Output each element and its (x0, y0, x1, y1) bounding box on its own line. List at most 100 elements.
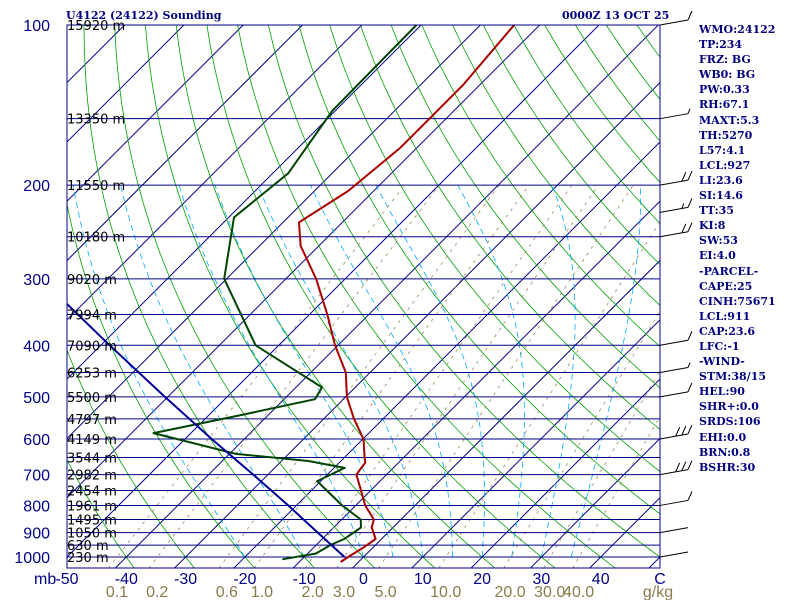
pressure-label: 1000 (14, 550, 50, 567)
wind-barb-feather (687, 491, 693, 501)
height-label: 7994 m (67, 308, 117, 323)
isotherm-line (67, 25, 244, 202)
wind-barb-feather (687, 170, 693, 181)
stability-index-item: LFC:-1 (699, 339, 740, 353)
mixing-ratio-label: 0.6 (216, 584, 238, 600)
temperature-profile-line (298, 25, 515, 563)
stability-index-item: KI:8 (699, 219, 726, 233)
wind-barb-staff (659, 206, 689, 213)
isotherm-line (67, 25, 422, 380)
wind-barb-staff (659, 469, 689, 476)
pressure-label: 600 (23, 432, 50, 449)
pressure-label: 500 (23, 390, 50, 407)
wind-barb-feather (681, 425, 687, 436)
isotherm-line (173, 81, 660, 568)
wind-barb-staff (659, 433, 689, 440)
wind-barb-staff (659, 551, 689, 558)
wind-barb-feather (687, 382, 693, 393)
height-label: 5500 m (67, 391, 117, 406)
wind-barb-staff (659, 113, 689, 120)
stability-index-item: RH:67.1 (699, 98, 750, 112)
mixing-ratio-line (503, 310, 660, 568)
wind-barb-staff (659, 367, 689, 374)
mixing-ratio-label: 5.0 (374, 584, 396, 600)
profile-lines (67, 25, 515, 563)
height-label: 10180 m (67, 231, 125, 246)
wind-barb-feather (687, 10, 693, 21)
stability-index-item: SI:14.6 (699, 189, 743, 203)
stability-index-item: SRDS:106 (699, 415, 761, 429)
wind-barb-feather (687, 460, 693, 470)
temperature-unit-label: C (654, 571, 666, 588)
stability-index-item: WB0: BG (699, 68, 756, 82)
pressure-label: 800 (23, 498, 50, 515)
height-label: 230 m (67, 551, 109, 566)
stability-index-item: TH:5270 (699, 128, 753, 142)
mixing-ratio-line (304, 184, 573, 568)
stability-index-item: TT:35 (699, 204, 734, 218)
isotherm-line (470, 378, 660, 568)
stability-index-item: CAP:23.6 (699, 324, 756, 338)
wind-barb-feather (681, 223, 687, 234)
wind-barb-staff (659, 499, 689, 506)
height-label: 1050 m (67, 527, 117, 542)
pressure-label: 100 (23, 18, 50, 35)
wind-barb-half-feather (681, 203, 685, 209)
height-label: 15920 m (67, 19, 125, 34)
moist-adiabat-line (120, 185, 305, 558)
stability-index-item: STM:38/15 (699, 370, 766, 384)
mixing-ratio-label: 1.0 (251, 584, 273, 600)
mixing-ratio-line (148, 184, 440, 568)
height-label: 6253 m (67, 367, 117, 382)
stability-index-item: -WIND- (699, 355, 745, 369)
isotherm-line (67, 25, 304, 262)
mixing-ratio-label: 10.0 (430, 584, 461, 600)
wind-barb-staff (659, 179, 689, 186)
stability-index-item: FRZ: BG (699, 53, 751, 67)
mixing-ratio-line (108, 184, 406, 568)
x-axis-unit-label: mb (34, 571, 56, 588)
stability-index-item: CINH:75671 (699, 294, 776, 308)
mixing-ratio-line (572, 415, 660, 568)
temperature-tick-label: -20 (233, 571, 256, 588)
wind-barb-staff (659, 231, 689, 238)
parcel-profile-line (67, 302, 346, 558)
stability-index-item: SW:53 (699, 234, 738, 248)
stability-index-item: LCL:927 (699, 158, 751, 172)
wind-barb-feather (687, 424, 693, 435)
wind-barb-feather (687, 198, 693, 208)
moist-adiabat-line (375, 184, 485, 558)
wind-barb-half-feather (687, 108, 691, 114)
temperature-tick-label: 30 (533, 571, 551, 588)
stability-indices-panel: WMO:24122 TP:234 FRZ: BG WB0: BG PW:0.33 RH:6… (699, 22, 799, 475)
isotherm-line (67, 25, 482, 440)
isotherm-line (292, 200, 660, 568)
mixing-ratio-line (336, 184, 599, 568)
pressure-label: 200 (23, 178, 50, 195)
stability-index-item: EI:4.0 (699, 249, 736, 263)
mixing-ratio-line (438, 221, 660, 568)
height-label: 4797 m (67, 413, 117, 428)
mixing-ratio-label: 30.0 (534, 584, 565, 600)
wind-barb-staff (659, 527, 689, 534)
wind-barb-feather (681, 461, 687, 471)
pressure-label: 700 (23, 468, 50, 485)
wind-barb-feather (687, 222, 693, 232)
mixing-ratio-label: 2.0 (301, 584, 323, 600)
mixing-ratio-unit-label: g/kg (643, 584, 673, 600)
wind-barb-feather (687, 331, 693, 341)
stability-index-item: BRN:0.8 (699, 445, 751, 459)
wind-barb-staff (659, 391, 689, 398)
height-label: 2982 m (67, 469, 117, 484)
stability-index-item: HEL:90 (699, 385, 745, 399)
mixing-ratio-label: 0.2 (146, 584, 168, 600)
stability-index-item: CAPE:25 (699, 279, 753, 293)
pressure-label: 400 (23, 338, 50, 355)
moist-adiabat-line (310, 184, 453, 557)
sounding-title: U4122 (24122) Sounding (66, 9, 222, 22)
height-label: 11550 m (67, 179, 125, 194)
pressure-label: 300 (23, 272, 50, 289)
temperature-tick-label: -40 (115, 571, 138, 588)
stability-index-item: -PARCEL- (699, 264, 759, 278)
